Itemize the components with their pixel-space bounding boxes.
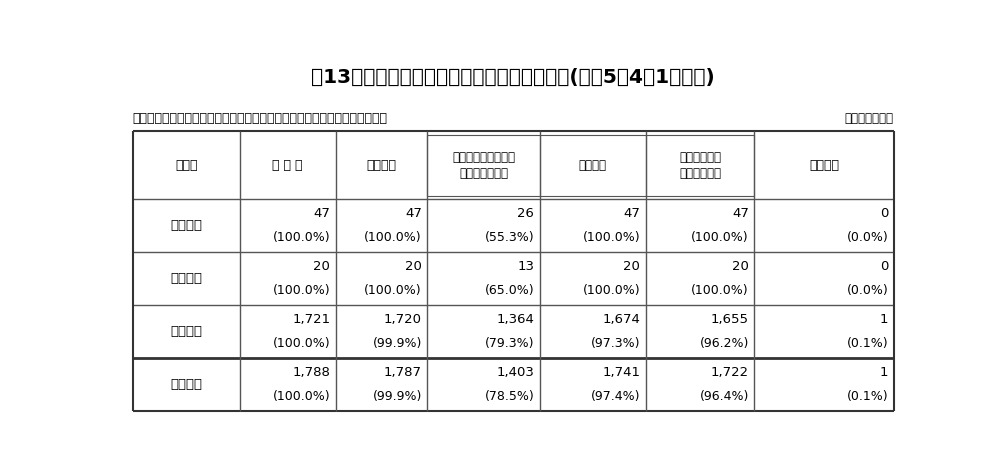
Text: 特例業務: 特例業務 [579, 159, 607, 172]
Text: 47: 47 [732, 207, 749, 220]
Text: 1,674: 1,674 [602, 313, 640, 326]
Text: 制度あり: 制度あり [367, 159, 397, 172]
Text: (0.0%): (0.0%) [847, 284, 888, 297]
Text: 1,787: 1,787 [384, 366, 422, 379]
Text: 区　分: 区 分 [175, 159, 197, 172]
Text: 市区町村: 市区町村 [170, 325, 202, 338]
Text: 47: 47 [405, 207, 422, 220]
Text: 指定都市: 指定都市 [170, 272, 202, 285]
Text: 合　　計: 合 計 [170, 378, 202, 391]
Text: (96.4%): (96.4%) [700, 390, 749, 403]
Text: 20: 20 [405, 260, 422, 273]
Text: (100.0%): (100.0%) [273, 284, 330, 297]
Text: (65.0%): (65.0%) [485, 284, 534, 297]
Text: (100.0%): (100.0%) [583, 284, 640, 297]
Text: (100.0%): (100.0%) [364, 231, 422, 244]
Text: (0.1%): (0.1%) [847, 390, 888, 403]
Text: 他律的業務の比重が
高い部署の指定: 他律的業務の比重が 高い部署の指定 [452, 151, 515, 180]
Text: 20: 20 [732, 260, 749, 273]
Text: 20: 20 [314, 260, 330, 273]
Text: 1,741: 1,741 [602, 366, 640, 379]
Text: (97.4%): (97.4%) [591, 390, 640, 403]
Text: 都道府県: 都道府県 [170, 219, 202, 232]
Text: (79.3%): (79.3%) [485, 337, 534, 350]
Text: (100.0%): (100.0%) [691, 284, 749, 297]
Text: 1: 1 [880, 366, 888, 379]
Text: 1,364: 1,364 [496, 313, 534, 326]
Text: (99.9%): (99.9%) [372, 337, 422, 350]
Text: 47: 47 [314, 207, 330, 220]
Text: 1,721: 1,721 [292, 313, 330, 326]
Text: (100.0%): (100.0%) [691, 231, 749, 244]
Text: 1,655: 1,655 [711, 313, 749, 326]
Text: (100.0%): (100.0%) [273, 231, 330, 244]
Text: 20: 20 [624, 260, 640, 273]
Text: 1,720: 1,720 [384, 313, 422, 326]
Text: (100.0%): (100.0%) [364, 284, 422, 297]
Text: 13: 13 [517, 260, 534, 273]
Text: 団 体 数: 団 体 数 [272, 159, 303, 172]
Text: 47: 47 [624, 207, 640, 220]
Text: 0: 0 [880, 207, 888, 220]
Text: (100.0%): (100.0%) [273, 337, 330, 350]
Text: 制度なし: 制度なし [809, 159, 839, 172]
Text: (100.0%): (100.0%) [583, 231, 640, 244]
Text: 要因の整理、
分析及び検証: 要因の整理、 分析及び検証 [679, 151, 721, 180]
Text: 26: 26 [517, 207, 534, 220]
Text: 1,722: 1,722 [711, 366, 749, 379]
Text: (55.3%): (55.3%) [485, 231, 534, 244]
Text: (78.5%): (78.5%) [484, 390, 534, 403]
Text: (99.9%): (99.9%) [372, 390, 422, 403]
Text: 表13　時間外勤務命令の上限規制制度の状況(令和5年4月1日現在): 表13 時間外勤務命令の上限規制制度の状況(令和5年4月1日現在) [311, 68, 714, 87]
Text: 1,403: 1,403 [496, 366, 534, 379]
Text: (100.0%): (100.0%) [273, 390, 330, 403]
Text: １　時間外勤務命令の上限規制制度の導入状況（条例・規則等の整備状況）: １ 時間外勤務命令の上限規制制度の導入状況（条例・規則等の整備状況） [133, 113, 388, 126]
Text: (0.0%): (0.0%) [847, 231, 888, 244]
Text: (97.3%): (97.3%) [591, 337, 640, 350]
Text: 1,788: 1,788 [292, 366, 330, 379]
Text: (96.2%): (96.2%) [700, 337, 749, 350]
Text: 1: 1 [880, 313, 888, 326]
Text: （単位：団体）: （単位：団体） [845, 113, 894, 126]
Text: 0: 0 [880, 260, 888, 273]
Text: (0.1%): (0.1%) [847, 337, 888, 350]
